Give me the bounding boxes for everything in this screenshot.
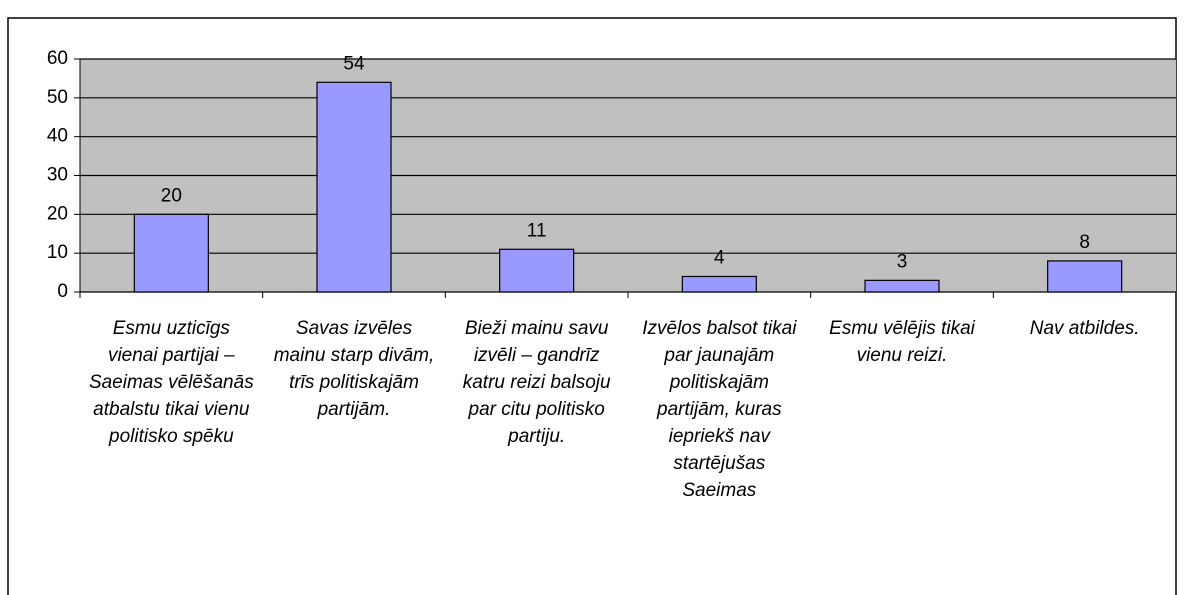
x-tick-label: Savas izvēles mainu starp divām, trīs po… bbox=[273, 318, 435, 420]
bar bbox=[316, 81, 392, 293]
data-label: 11 bbox=[527, 220, 547, 241]
x-tick-label: Bieži mainu savu izvēli – gandrīz katru … bbox=[462, 318, 611, 447]
bar bbox=[133, 213, 209, 293]
y-tick-label: 60 bbox=[47, 48, 68, 69]
y-tick-label: 30 bbox=[47, 165, 68, 186]
data-label: 4 bbox=[714, 247, 725, 268]
data-label: 20 bbox=[161, 185, 182, 206]
x-tick-label: Nav atbildes. bbox=[1029, 318, 1140, 339]
data-label: 8 bbox=[1079, 232, 1090, 253]
bar bbox=[1047, 260, 1123, 293]
bar bbox=[499, 248, 575, 293]
y-tick-label: 20 bbox=[47, 203, 68, 224]
x-tick-label: Esmu uzticīgs vienai partijai – Saeimas … bbox=[88, 318, 254, 447]
x-tick-label: Izvēlos balsot tikai par jaunajām politi… bbox=[642, 318, 797, 501]
bar bbox=[681, 275, 757, 293]
bar bbox=[864, 279, 940, 293]
x-tick-label: Esmu vēlējis tikai vienu reizi. bbox=[829, 318, 975, 366]
y-tick-label: 10 bbox=[47, 242, 68, 263]
data-label: 3 bbox=[897, 251, 908, 272]
data-label: 54 bbox=[343, 53, 365, 74]
y-tick-label: 0 bbox=[57, 281, 68, 302]
y-tick-label: 40 bbox=[47, 126, 68, 147]
y-tick-label: 50 bbox=[47, 87, 68, 108]
